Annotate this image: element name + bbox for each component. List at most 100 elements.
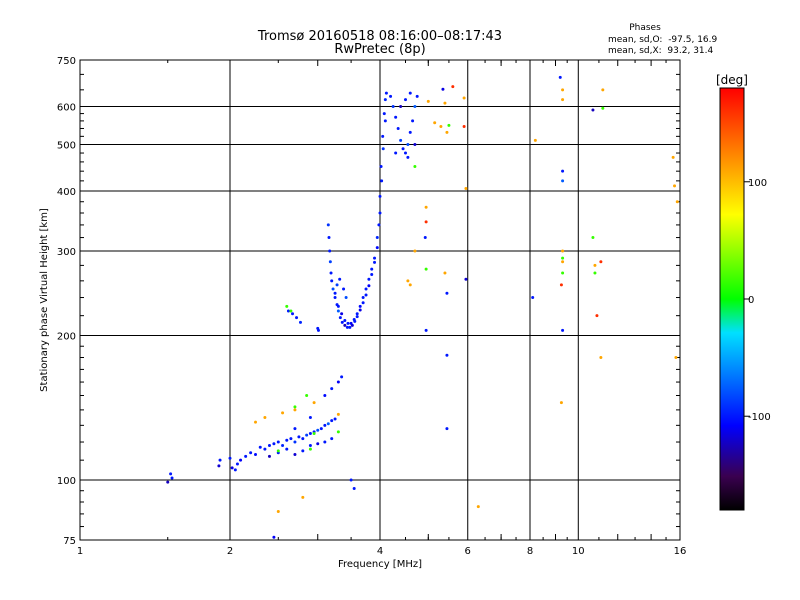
x-tick-label: 2 bbox=[227, 546, 233, 557]
data-point bbox=[406, 155, 410, 159]
data-point bbox=[289, 437, 293, 441]
data-point bbox=[286, 309, 290, 313]
data-point bbox=[285, 447, 289, 451]
data-point bbox=[276, 449, 280, 453]
data-point bbox=[333, 417, 337, 421]
data-point bbox=[263, 447, 267, 451]
y-tick-label: 200 bbox=[57, 332, 76, 343]
data-point bbox=[401, 147, 405, 151]
data-point bbox=[439, 125, 443, 129]
data-point bbox=[399, 105, 403, 109]
x-tick-labels: 1 2 4 6 8 10 16 bbox=[77, 546, 687, 557]
data-point bbox=[276, 440, 280, 444]
data-point bbox=[408, 91, 412, 95]
data-point bbox=[533, 138, 537, 142]
data-point bbox=[326, 422, 330, 426]
data-point bbox=[561, 249, 565, 253]
data-point bbox=[340, 375, 344, 379]
y-tick-labels: 75 100 200 300 400 500 600 750 bbox=[57, 56, 76, 547]
data-point bbox=[316, 442, 320, 446]
data-point bbox=[558, 75, 562, 79]
data-point bbox=[293, 408, 297, 412]
data-point bbox=[424, 205, 428, 209]
phases-heading: Phases bbox=[629, 23, 661, 33]
data-point bbox=[301, 437, 305, 441]
chart-title: Tromsø 20160518 08:16:00–08:17:43 bbox=[257, 29, 502, 44]
data-point bbox=[384, 91, 388, 95]
data-point bbox=[323, 394, 327, 398]
data-point bbox=[333, 291, 337, 295]
x-tick-label: 16 bbox=[674, 546, 687, 557]
data-point bbox=[253, 420, 257, 424]
data-point bbox=[424, 220, 428, 224]
axis-ticks bbox=[80, 60, 680, 540]
data-point bbox=[445, 291, 449, 295]
data-point bbox=[233, 468, 237, 472]
data-point bbox=[599, 355, 603, 359]
y-axis-label: Stationary phase Virtual Height [km] bbox=[39, 208, 50, 392]
data-point bbox=[674, 355, 678, 359]
data-point bbox=[333, 296, 337, 300]
data-point bbox=[379, 164, 383, 168]
data-point bbox=[464, 277, 468, 281]
data-point bbox=[394, 115, 398, 119]
data-point bbox=[328, 260, 332, 264]
data-point bbox=[673, 184, 677, 188]
data-point bbox=[285, 438, 289, 442]
data-point bbox=[593, 263, 597, 267]
data-point bbox=[308, 432, 312, 436]
data-point bbox=[253, 453, 257, 457]
data-point bbox=[380, 179, 384, 183]
data-point bbox=[367, 277, 371, 281]
x-tick-label: 1 bbox=[77, 546, 83, 557]
data-point bbox=[433, 121, 437, 125]
data-point bbox=[230, 466, 234, 470]
data-point bbox=[289, 309, 293, 313]
data-point bbox=[367, 284, 371, 288]
data-point bbox=[327, 236, 331, 240]
data-point bbox=[671, 155, 675, 159]
data-point bbox=[323, 440, 327, 444]
data-point bbox=[377, 223, 381, 227]
data-point bbox=[561, 179, 565, 183]
data-point bbox=[355, 312, 359, 316]
colorbar-tick-label: -100 bbox=[748, 412, 771, 423]
data-point bbox=[235, 462, 239, 466]
data-point bbox=[348, 325, 352, 329]
data-point bbox=[559, 401, 563, 405]
colorbar-label: [deg] bbox=[716, 73, 748, 87]
data-point bbox=[345, 325, 349, 329]
data-point bbox=[346, 321, 350, 325]
data-point bbox=[413, 143, 417, 147]
data-point bbox=[352, 317, 356, 321]
data-point bbox=[373, 260, 377, 264]
data-point bbox=[415, 94, 419, 98]
data-point bbox=[316, 328, 320, 332]
data-point bbox=[298, 320, 302, 324]
data-point bbox=[331, 287, 335, 291]
data-point bbox=[340, 312, 344, 316]
x-axis-label: Frequency [MHz] bbox=[338, 559, 422, 570]
data-point bbox=[308, 415, 312, 419]
data-point bbox=[413, 164, 417, 168]
data-point bbox=[328, 249, 332, 253]
data-point bbox=[166, 480, 170, 484]
data-point bbox=[217, 464, 221, 468]
data-point bbox=[381, 134, 385, 138]
data-point bbox=[293, 440, 297, 444]
data-point bbox=[330, 419, 334, 423]
data-point bbox=[281, 444, 285, 448]
data-point bbox=[406, 143, 410, 147]
data-point bbox=[336, 380, 340, 384]
phases-x-stats: mean, sd,X: 93.2, 31.4 bbox=[608, 46, 714, 56]
data-point bbox=[408, 130, 412, 134]
colorbar-tick-label: 100 bbox=[748, 178, 767, 189]
data-point bbox=[336, 309, 340, 313]
data-point bbox=[445, 353, 449, 357]
data-point bbox=[364, 287, 368, 291]
data-point bbox=[336, 430, 340, 434]
data-point bbox=[403, 151, 407, 155]
data-point bbox=[340, 320, 344, 324]
x-tick-label: 8 bbox=[527, 546, 533, 557]
data-point bbox=[476, 505, 480, 509]
